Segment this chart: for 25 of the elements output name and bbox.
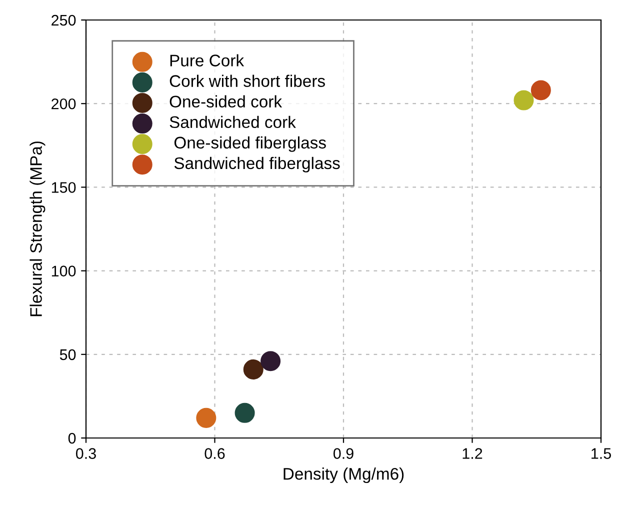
legend-label: Cork with short fibers: [170, 74, 325, 87]
x-tick-label: 0.9: [333, 448, 354, 459]
legend-label: Sandwiched fiberglass: [174, 156, 340, 172]
x-tick-label: 1.2: [462, 448, 482, 459]
point: [243, 359, 264, 380]
point: [514, 90, 534, 110]
legend-label: One-sided cork: [170, 95, 282, 108]
y-axis-title: Flexural Strength (MPa): [30, 142, 46, 316]
x-tick-label: 0.3: [76, 448, 96, 459]
x-tick-label: 0.6: [204, 448, 225, 459]
y-tick-label: 150: [52, 182, 76, 193]
y-tick-label: 200: [52, 98, 76, 110]
y-tick-label: 50: [60, 349, 76, 360]
y-tick-label: 100: [52, 266, 76, 276]
point: [530, 80, 551, 100]
x-axis-title: Density (Mg/m6): [284, 468, 404, 484]
legend-label: Sandwiched cork: [170, 116, 296, 128]
point: [196, 408, 216, 428]
y-tick-label: 250: [52, 14, 76, 26]
y-tick-label: 0: [68, 432, 76, 444]
point: [234, 402, 255, 423]
point: [260, 351, 281, 372]
legend-label: Pure Cork: [170, 54, 244, 66]
x-tick-label: 1.5: [592, 448, 611, 459]
legend-label: One-sided fiberglass: [174, 136, 326, 152]
